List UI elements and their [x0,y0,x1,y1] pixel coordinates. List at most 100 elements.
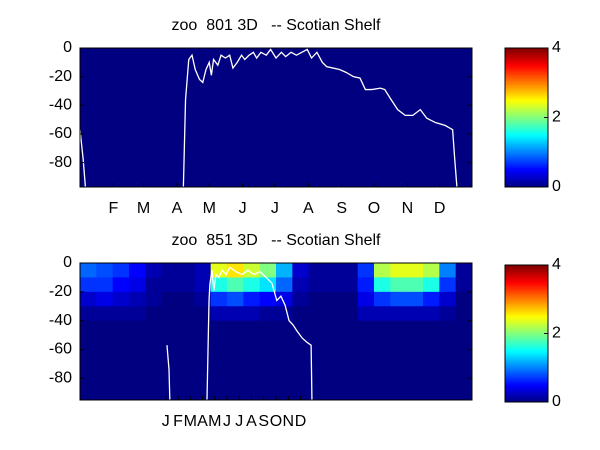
axes-frame [79,47,473,188]
colorbar-swatch [505,171,548,175]
heat-cell [129,263,146,278]
heat-cell [112,320,130,401]
heat-cell [292,306,310,322]
heat-cell [210,306,228,322]
heat-cell [308,306,326,322]
colorbar-swatch [505,303,548,307]
heat-cell [390,306,408,322]
colorbar-swatch [505,134,548,138]
colorbar-swatch [505,344,548,347]
y-tick-label: -20 [49,283,72,300]
colorbar-swatch [505,50,548,53]
y-tick-label: -80 [49,370,72,387]
heat-cell [161,320,179,401]
colorbar-swatch [505,382,548,386]
colorbar-swatch [505,180,548,184]
colorbar-swatch [505,95,548,99]
colorbar-swatch [505,56,548,60]
heat-cell [308,320,326,401]
heat-cell [357,291,375,307]
heat-cell [325,320,342,401]
x-tick-label: A [197,413,208,430]
heat-cell [341,306,359,322]
colorbar-swatch [505,182,548,186]
heat-cell [178,291,195,307]
colorbar-swatch [505,139,548,142]
heat-cell [227,291,244,307]
colorbar-swatch [505,359,548,362]
y-tick-label: 0 [63,39,72,56]
heat-cell [96,263,114,278]
colorbar-swatch [505,399,548,403]
heat-cell [357,306,375,322]
x-tick-label: M [137,200,150,217]
colorbar-swatch [505,397,548,401]
colorbar-swatch [505,67,548,71]
colorbar-swatch [505,124,548,127]
colorbar-swatch [505,121,548,125]
heat-cell [194,263,212,278]
colorbar-swatch [505,115,548,118]
x-tick-label: J [239,200,247,217]
heat-cell [112,263,130,278]
colorbar-swatch [505,282,548,285]
colorbar-swatch [505,113,548,116]
colorbar-swatch [505,48,548,51]
x-tick-label: S [336,200,347,217]
heat-cell [325,263,342,278]
colorbar-swatch [505,145,548,149]
colorbar-swatch [505,369,548,373]
heat-cell [357,320,375,401]
colorbar-swatch [505,380,548,384]
heat-cell [455,263,473,278]
heat-cell [243,320,261,401]
colorbar-swatch [505,84,548,88]
colorbar-swatch [505,63,548,66]
colorbar-swatch [505,78,548,82]
heat-cell [374,306,391,322]
colorbar-swatch [505,299,548,302]
heat-cell [259,277,277,293]
chart-title: zoo 801 3D -- Scotian Shelf [172,17,382,34]
colorbar-swatch [505,265,548,268]
colorbar-swatch [505,294,548,298]
colorbar-swatch [505,74,548,77]
colorbar-swatch [505,337,548,341]
heat-cell [390,320,408,401]
heat-cell [439,306,457,322]
colorbar-swatch [505,391,548,394]
colorbar-swatch [505,320,548,324]
heat-cell [374,277,391,293]
colorbar-tick-label: 2 [552,109,561,126]
heat-cell [406,306,424,322]
colorbar-swatch [505,150,548,153]
colorbar-swatch [505,61,548,64]
heat-cell [145,277,163,293]
heat-cell [194,291,212,307]
colorbar-swatch [505,104,548,108]
line [79,48,458,188]
colorbar-swatch [505,307,548,311]
heat-cell [325,277,342,293]
heat-cell [161,291,179,307]
colorbar-swatch [505,297,548,300]
heat-cell [357,277,375,293]
colorbar-swatch [505,267,548,270]
colorbar-swatch [505,333,548,337]
colorbar-swatch [505,58,548,62]
heat-cell [455,277,473,293]
heat-cell [276,263,293,278]
heat-cell [374,320,391,401]
heat-cell [406,263,424,278]
heat-cell [423,277,440,293]
heat-cell [439,320,457,401]
colorbar-swatch [505,160,548,164]
x-tick-label: J [271,200,279,217]
colorbar-swatch [505,324,548,328]
colorbar-swatch [505,374,548,377]
colorbar-swatch [505,273,548,277]
x-tick-label: D [295,413,307,430]
colorbar-swatch [505,384,548,388]
colorbar-swatch [505,82,548,86]
heat-cell [439,277,457,293]
